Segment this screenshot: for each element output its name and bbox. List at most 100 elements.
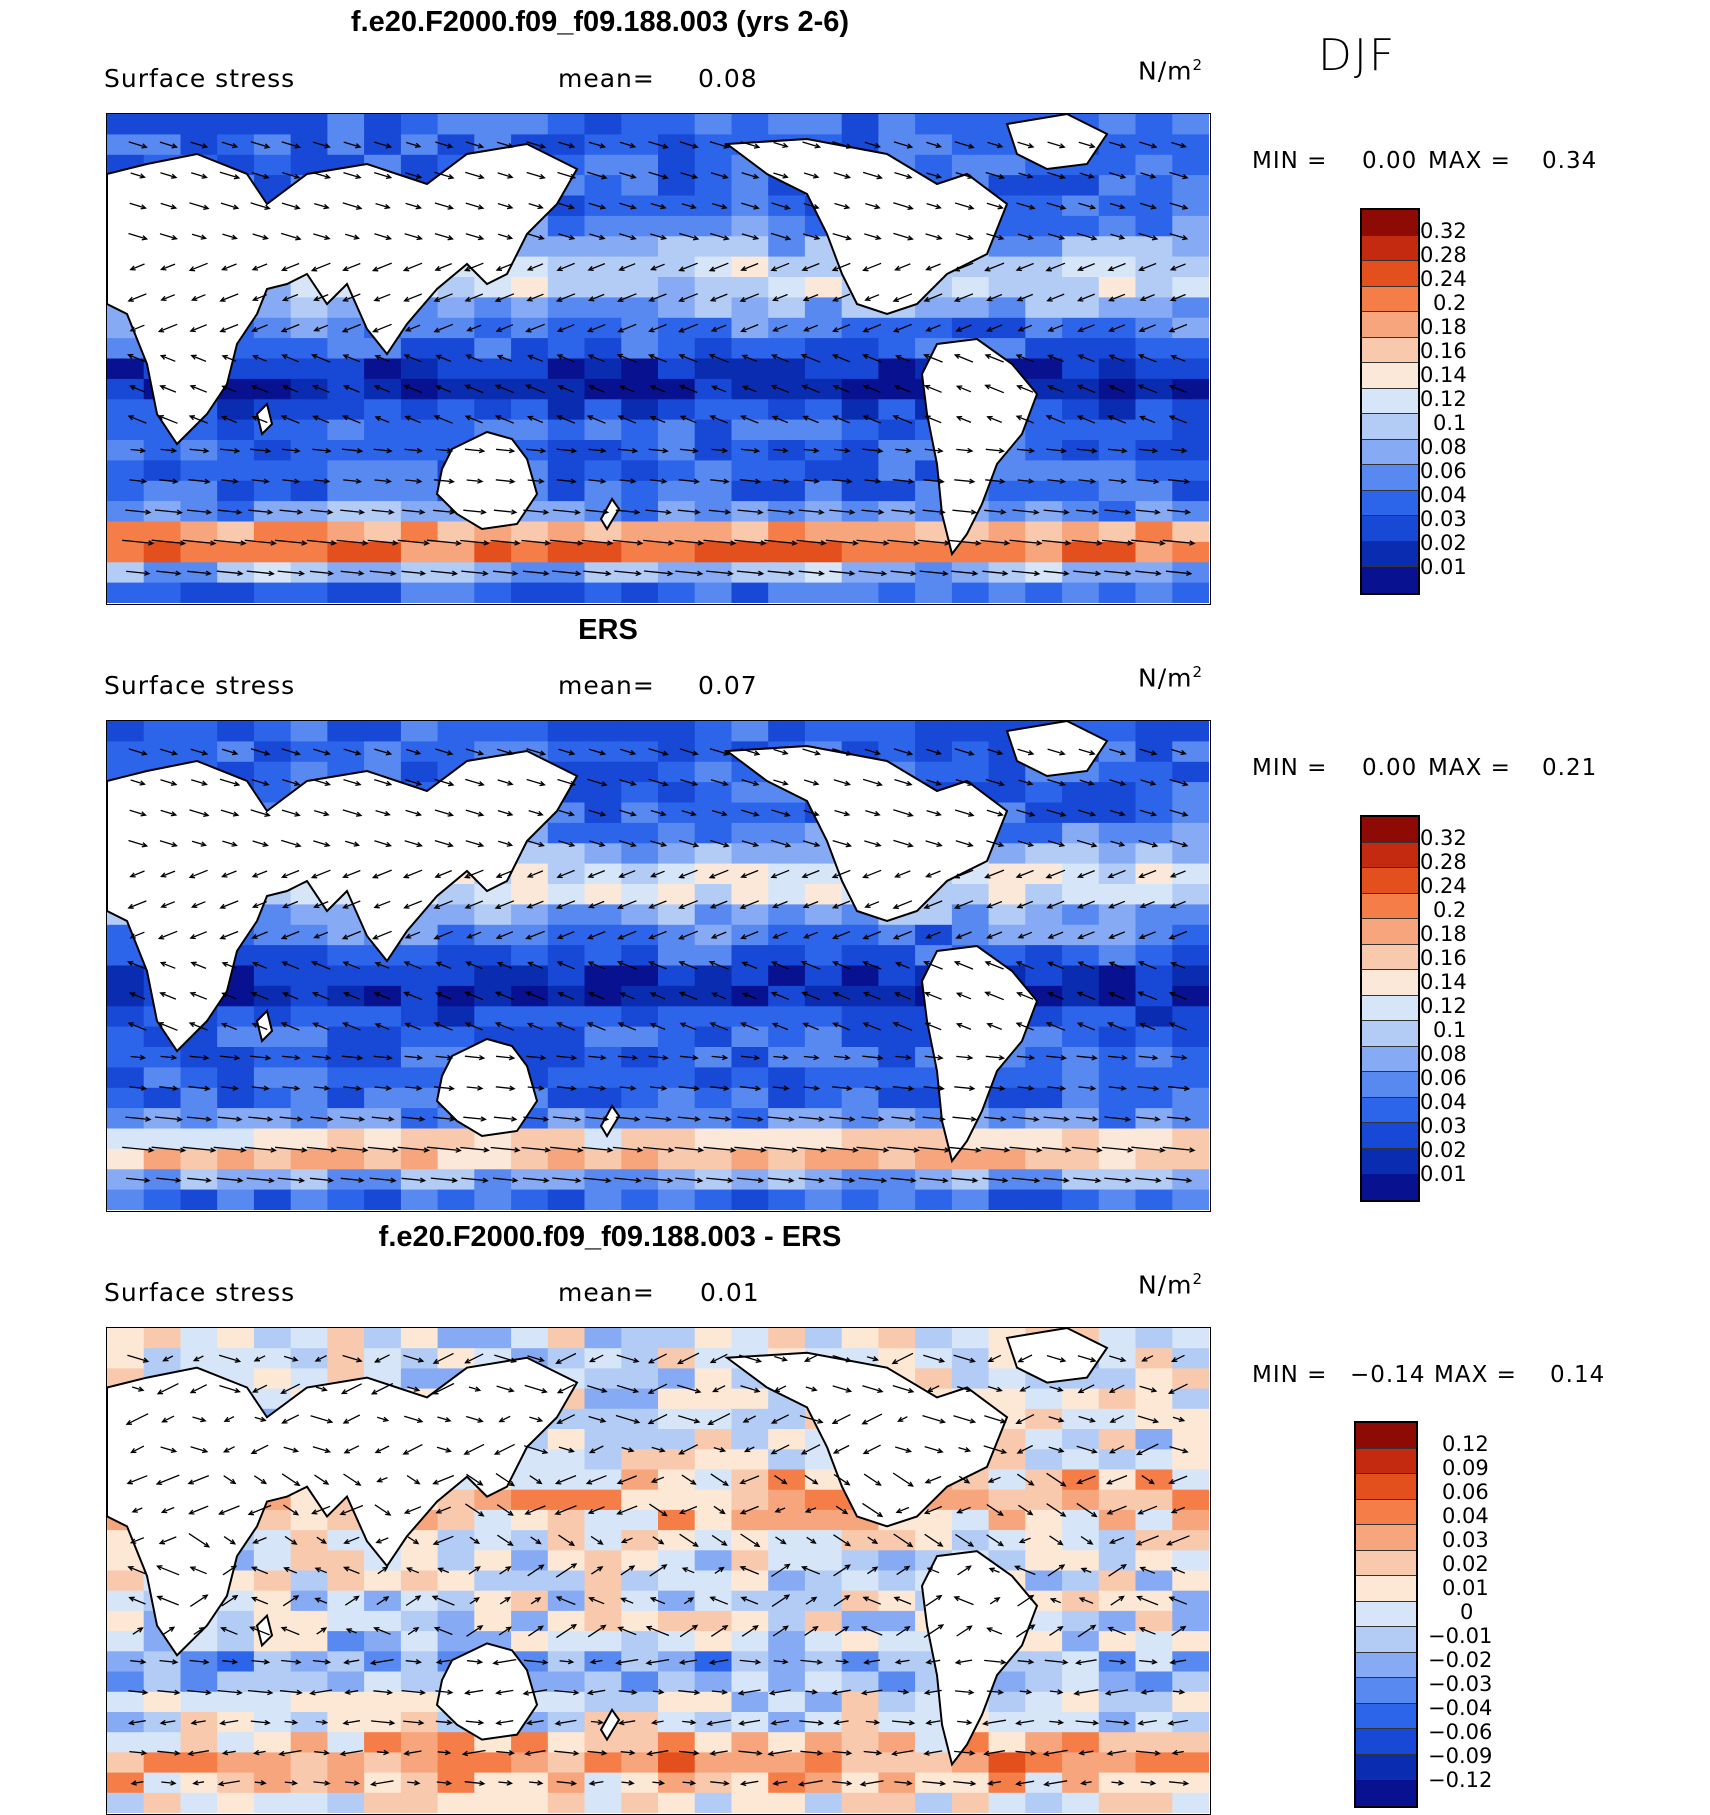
field-cell <box>290 1348 329 1370</box>
field-cell <box>804 884 843 906</box>
wind-vector-arrow <box>282 171 300 179</box>
wind-vector-arrowhead <box>729 1147 737 1153</box>
wind-vector-arrow <box>313 840 330 847</box>
wind-vector-arrow <box>1139 931 1156 939</box>
field-cell <box>915 541 953 564</box>
wind-vector-arrow <box>127 1354 149 1363</box>
field-cell <box>768 843 806 865</box>
wind-vector-arrow <box>1171 355 1186 362</box>
wind-vector-arrowhead <box>554 1479 562 1485</box>
field-cell <box>327 1610 366 1633</box>
wind-vector-arrow <box>1017 840 1033 847</box>
field-cell <box>988 521 1027 543</box>
field-cell <box>621 501 659 523</box>
wind-vector-arrow <box>162 1415 175 1423</box>
field-cell <box>988 761 1027 784</box>
field-cell <box>804 1590 843 1612</box>
wind-vector-arrowhead <box>266 509 274 515</box>
field-cell <box>143 582 182 603</box>
wind-vector-arrowhead <box>127 903 134 909</box>
field-cell <box>253 945 292 967</box>
wind-vector-arrowhead <box>495 326 503 333</box>
wind-vector-arrow <box>924 354 943 363</box>
wind-vector-arrowhead <box>791 1147 798 1153</box>
wind-vector-arrowhead <box>1063 570 1070 577</box>
wind-vector-arrow <box>405 324 421 332</box>
wind-vector-arrowhead <box>1076 415 1084 421</box>
wind-vector-arrowhead <box>1168 327 1175 333</box>
colorbar-tick: 0.1 <box>1433 411 1467 435</box>
field-cell <box>621 460 659 482</box>
wind-vector-arrowhead <box>250 384 257 390</box>
wind-vector-arrow <box>130 385 146 393</box>
wind-vector-arrow <box>466 1473 483 1486</box>
wind-vector-arrowhead <box>801 1566 808 1572</box>
field-cell <box>584 541 623 564</box>
wind-vector-arrow <box>430 570 457 575</box>
field-cell <box>584 1691 623 1713</box>
wind-vector-arrowhead <box>630 478 637 484</box>
wind-vector-arrow <box>679 141 698 148</box>
wind-vector-arrowhead <box>170 1447 178 1453</box>
field-cell <box>584 338 623 360</box>
wind-vector-arrow <box>1172 1354 1185 1362</box>
wind-vector-arrow <box>496 1055 514 1059</box>
field-cell <box>107 1772 145 1794</box>
field-cell <box>290 1732 329 1754</box>
field-cell <box>437 741 476 763</box>
wind-vector-arrowhead <box>432 1479 439 1485</box>
wind-vector-arrowhead <box>936 1594 943 1601</box>
field-cell <box>878 1026 917 1048</box>
wind-vector-arrow <box>530 1536 541 1545</box>
wind-vector-arrowhead <box>939 1418 946 1424</box>
field-cell <box>253 114 292 136</box>
wind-vector-arrowhead <box>1183 478 1191 485</box>
field-cell <box>584 1610 623 1633</box>
wind-vector-arrowhead <box>324 1447 332 1454</box>
field-cell <box>1025 863 1063 885</box>
field-cell <box>658 965 696 987</box>
wind-vector-arrowhead <box>144 1177 151 1183</box>
wind-vector-arrow <box>1016 961 1034 970</box>
field-cell <box>1172 399 1209 421</box>
field-cell <box>768 1691 806 1713</box>
wind-vector-arrow <box>1048 324 1064 332</box>
wind-vector-arrowhead <box>570 1054 578 1061</box>
wind-vector-arrow <box>741 779 759 786</box>
field-cell <box>1062 582 1100 603</box>
wind-vector-arrowhead <box>437 1567 444 1573</box>
field-cell <box>1135 904 1174 926</box>
wind-vector-arrowhead <box>128 1596 135 1602</box>
field-cell <box>731 1732 770 1754</box>
wind-vector-arrow <box>557 900 576 909</box>
wind-vector-arrow <box>1012 509 1039 514</box>
wind-vector-arrowhead <box>293 1085 301 1091</box>
field-cell <box>107 1691 145 1713</box>
wind-vector-arrowhead <box>935 203 942 210</box>
field-cell <box>400 338 439 360</box>
wind-vector-arrow <box>887 1146 919 1152</box>
wind-vector-arrow <box>893 202 913 210</box>
field-cell <box>584 1570 623 1592</box>
field-cell <box>547 904 586 926</box>
wind-vector-arrowhead <box>1019 1386 1026 1392</box>
wind-vector-arrowhead <box>260 1416 267 1422</box>
wind-vector-arrow <box>283 385 299 393</box>
field-cell <box>1172 1530 1209 1552</box>
wind-vector-arrow <box>833 1534 851 1547</box>
wind-vector-arrow <box>248 1116 272 1121</box>
wind-vector-arrowhead <box>709 1022 716 1028</box>
wind-vector-arrowhead <box>649 415 656 421</box>
wind-vector-arrowhead <box>390 1177 397 1184</box>
wind-vector-arrowhead <box>1089 811 1097 817</box>
wind-vector-arrowhead <box>355 780 362 787</box>
wind-vector-arrow <box>405 172 422 179</box>
field-cell <box>1025 1610 1063 1633</box>
wind-vector-arrow <box>314 1474 329 1485</box>
wind-vector-arrowhead <box>270 1147 277 1153</box>
field-cell <box>1098 317 1137 340</box>
wind-vector-arrow <box>190 748 207 755</box>
wind-vector-arrow <box>467 931 482 939</box>
wind-vector-arrowhead <box>496 354 504 360</box>
field-cell <box>694 1388 733 1410</box>
